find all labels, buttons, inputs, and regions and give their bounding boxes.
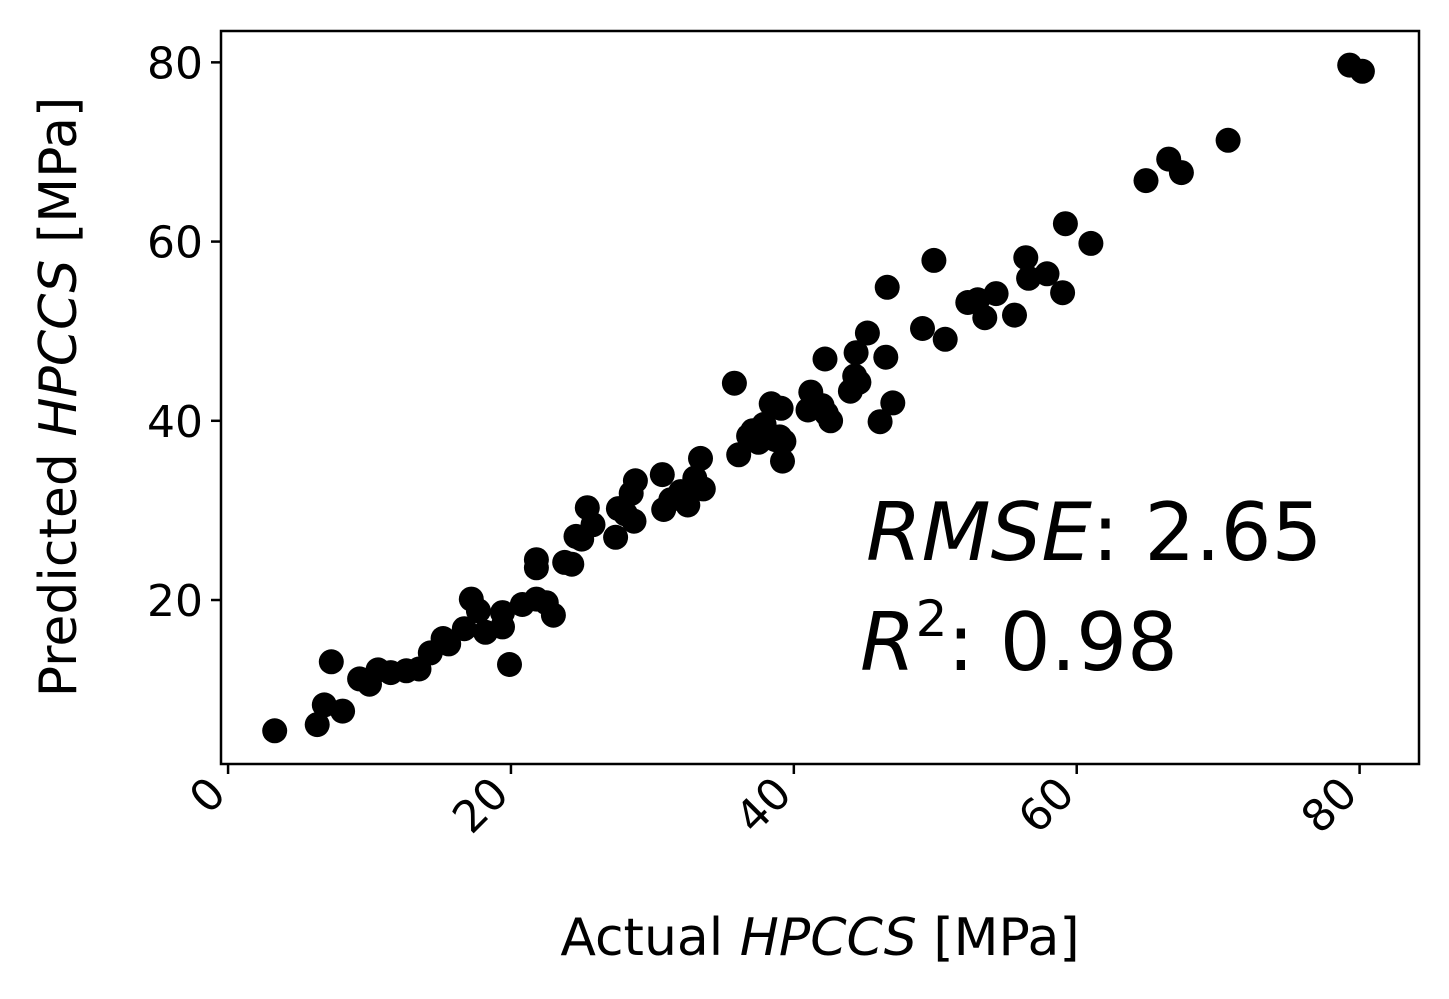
data-point-72 bbox=[873, 344, 899, 370]
data-point-59 bbox=[771, 428, 797, 454]
data-point-80 bbox=[972, 305, 998, 331]
x-axis-ticks: 0 20 40 60 80 bbox=[180, 764, 1367, 843]
data-point-4 bbox=[330, 698, 356, 724]
data-point-48 bbox=[726, 442, 752, 468]
y-axis-ticks: 20 40 60 80 bbox=[147, 38, 221, 627]
data-point-0 bbox=[262, 718, 288, 744]
data-point-65 bbox=[818, 408, 844, 434]
y-tick-label-20: 20 bbox=[147, 576, 203, 627]
y-tick-label-40: 40 bbox=[147, 397, 203, 448]
data-points bbox=[262, 52, 1375, 744]
data-point-19 bbox=[490, 614, 515, 640]
data-point-91 bbox=[1168, 160, 1194, 186]
data-point-46 bbox=[690, 476, 716, 502]
plot-area-frame bbox=[219, 29, 1421, 766]
data-point-69 bbox=[846, 369, 872, 395]
data-point-37 bbox=[621, 508, 647, 534]
data-point-75 bbox=[910, 316, 935, 341]
data-point-28 bbox=[559, 551, 585, 577]
rmse-annotation: RMSE: 2.65 bbox=[866, 486, 1322, 579]
data-point-68 bbox=[843, 340, 869, 366]
data-point-58 bbox=[770, 448, 795, 474]
data-point-94 bbox=[1349, 58, 1375, 84]
data-point-77 bbox=[932, 326, 958, 352]
data-point-33 bbox=[603, 524, 629, 550]
y-tick-label-80: 80 bbox=[147, 38, 203, 89]
data-point-86 bbox=[1050, 280, 1076, 306]
data-point-88 bbox=[1078, 230, 1104, 256]
data-point-73 bbox=[874, 274, 900, 300]
data-point-57 bbox=[768, 395, 794, 421]
data-point-47 bbox=[721, 370, 747, 396]
data-point-1 bbox=[304, 712, 330, 738]
data-point-26 bbox=[540, 602, 566, 628]
data-point-83 bbox=[1013, 245, 1039, 271]
data-point-85 bbox=[1034, 261, 1060, 287]
data-point-45 bbox=[688, 445, 713, 471]
x-tick-label-0: 0 bbox=[180, 768, 236, 824]
data-point-74 bbox=[880, 390, 906, 416]
data-point-71 bbox=[867, 409, 893, 435]
data-point-14 bbox=[451, 616, 477, 642]
x-axis-label: Actual HPCCS [MPa] bbox=[560, 908, 1079, 968]
data-point-32 bbox=[580, 512, 606, 538]
data-point-16 bbox=[465, 598, 491, 624]
data-point-76 bbox=[921, 247, 947, 273]
data-point-70 bbox=[854, 320, 880, 346]
data-point-43 bbox=[675, 492, 701, 518]
data-point-89 bbox=[1133, 168, 1159, 194]
y-axis-label: Predicted HPCCS [MPa] bbox=[29, 97, 89, 698]
data-point-87 bbox=[1052, 211, 1078, 237]
data-point-92 bbox=[1215, 127, 1241, 153]
y-tick-label-60: 60 bbox=[147, 218, 203, 269]
data-point-13 bbox=[436, 631, 462, 657]
data-point-20 bbox=[497, 652, 522, 677]
x-tick-label-60: 60 bbox=[1009, 768, 1085, 844]
x-tick-label-40: 40 bbox=[726, 768, 802, 844]
data-point-38 bbox=[622, 468, 648, 494]
data-point-81 bbox=[983, 281, 1009, 307]
r-squared-annotation: R2: 0.98 bbox=[860, 590, 1178, 689]
x-tick-label-20: 20 bbox=[443, 768, 519, 844]
data-point-24 bbox=[523, 555, 549, 581]
x-tick-label-80: 80 bbox=[1292, 768, 1368, 844]
data-point-39 bbox=[649, 462, 675, 488]
data-point-82 bbox=[1002, 302, 1027, 328]
data-point-63 bbox=[812, 346, 838, 372]
data-point-3 bbox=[318, 649, 344, 675]
